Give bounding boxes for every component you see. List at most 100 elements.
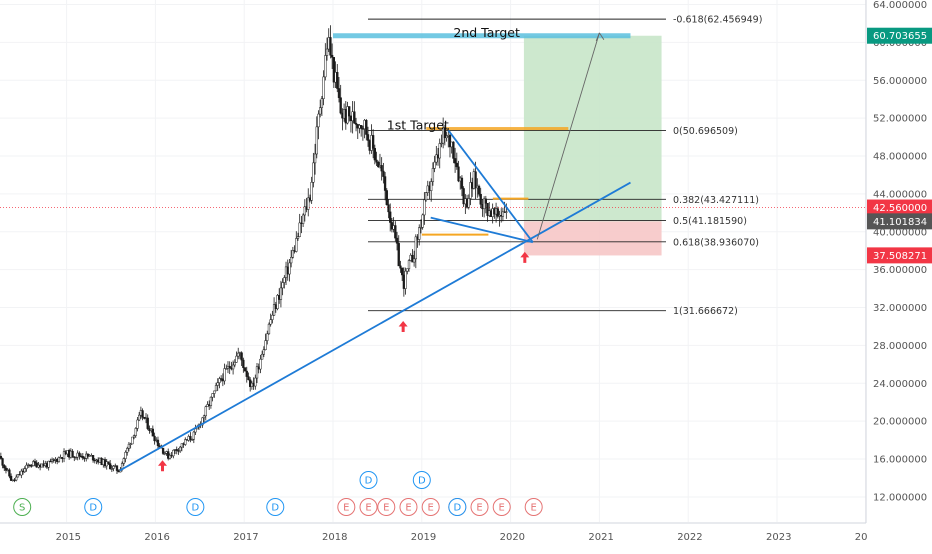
candle-body[interactable] [419, 227, 423, 229]
candle-body[interactable] [8, 469, 11, 477]
candle-body[interactable] [276, 295, 279, 309]
candle-body[interactable] [156, 439, 160, 447]
candle-body[interactable] [262, 349, 265, 355]
candle-body[interactable] [202, 415, 206, 419]
candle-body[interactable] [131, 436, 134, 445]
candle-body[interactable] [317, 113, 320, 128]
candle-body[interactable] [107, 461, 110, 464]
candle-body[interactable] [260, 353, 264, 360]
candle-body[interactable] [57, 457, 61, 462]
candle-body[interactable] [172, 449, 175, 457]
candle-body[interactable] [443, 127, 447, 139]
candle-body[interactable] [209, 396, 213, 406]
candle-body[interactable] [283, 277, 286, 283]
candle-body[interactable] [312, 162, 315, 183]
earnings-marker[interactable]: E [337, 498, 356, 516]
candle-body[interactable] [237, 352, 240, 357]
candle-body[interactable] [78, 452, 81, 457]
candle-body[interactable] [505, 211, 508, 213]
candle-body[interactable] [457, 166, 460, 182]
candle-body[interactable] [122, 458, 125, 464]
candle-body[interactable] [320, 98, 324, 108]
candle-body[interactable] [163, 452, 166, 455]
candle-body[interactable] [421, 214, 424, 228]
candle-body[interactable] [168, 455, 172, 459]
candle-body[interactable] [218, 378, 221, 383]
candle-body[interactable] [279, 287, 283, 300]
candle-body[interactable] [225, 368, 228, 370]
candle-body[interactable] [366, 134, 370, 141]
candle-body[interactable] [433, 161, 436, 169]
candle-body[interactable] [266, 333, 269, 341]
candle-body[interactable] [440, 142, 443, 145]
candle-body[interactable] [383, 176, 387, 191]
trendline-wedge-lower[interactable] [430, 216, 534, 244]
candle-body[interactable] [353, 111, 356, 124]
candle-body[interactable] [124, 452, 127, 459]
candle-body[interactable] [180, 443, 184, 448]
candle-body[interactable] [233, 362, 236, 366]
dividend-marker[interactable]: D [359, 471, 378, 489]
earnings-marker[interactable]: E [421, 498, 440, 516]
candle-body[interactable] [301, 214, 305, 224]
candle-body[interactable] [74, 456, 78, 459]
candle-body[interactable] [404, 270, 407, 289]
candle-body[interactable] [389, 211, 392, 223]
dividend-marker[interactable]: D [84, 498, 103, 516]
candle-body[interactable] [108, 463, 112, 470]
candle-body[interactable] [231, 364, 235, 370]
split-marker[interactable]: S [13, 498, 32, 516]
candle-body[interactable] [423, 199, 426, 216]
candle-body[interactable] [399, 265, 402, 269]
candle-body[interactable] [259, 358, 262, 370]
candle-body[interactable] [192, 431, 195, 440]
candle-body[interactable] [329, 37, 332, 56]
candle-body[interactable] [271, 314, 274, 320]
candle-body[interactable] [161, 447, 165, 454]
candle-body[interactable] [213, 390, 216, 394]
candle-body[interactable] [32, 461, 35, 466]
candle-body[interactable] [482, 198, 486, 210]
candle-body[interactable] [151, 428, 154, 437]
candle-body[interactable] [394, 225, 397, 239]
trendline-long-term-support[interactable] [119, 181, 631, 472]
candle-body[interactable] [112, 465, 115, 469]
candle-body[interactable] [486, 203, 489, 216]
candle-body[interactable] [431, 168, 435, 182]
candle-body[interactable] [339, 97, 342, 114]
candle-body[interactable] [167, 451, 170, 459]
candle-body[interactable] [3, 465, 6, 469]
candle-body[interactable] [189, 436, 192, 440]
candle-body[interactable] [296, 236, 300, 239]
candle-body[interactable] [194, 428, 197, 433]
candle-body[interactable] [496, 208, 499, 217]
candle-body[interactable] [211, 393, 214, 398]
earnings-marker[interactable]: E [492, 498, 511, 516]
candle-body[interactable] [435, 154, 438, 163]
candle-body[interactable] [228, 365, 231, 369]
candle-body[interactable] [204, 406, 207, 417]
candle-body[interactable] [267, 323, 271, 335]
candle-body[interactable] [153, 435, 156, 442]
candle-body[interactable] [175, 449, 178, 451]
candle-body[interactable] [337, 88, 341, 98]
candle-body[interactable] [484, 198, 487, 204]
candle-body[interactable] [110, 468, 114, 470]
candle-body[interactable] [401, 267, 404, 276]
candle-body[interactable] [452, 141, 455, 159]
candle-body[interactable] [235, 355, 238, 363]
candle-body[interactable] [179, 446, 182, 452]
dividend-marker[interactable]: D [186, 498, 205, 516]
candle-body[interactable] [336, 72, 339, 89]
candle-body[interactable] [382, 170, 385, 177]
candle-body[interactable] [380, 165, 383, 172]
candle-body[interactable] [373, 148, 376, 161]
candle-body[interactable] [254, 377, 257, 387]
candle-body[interactable] [414, 236, 417, 260]
projection-arrow[interactable] [536, 32, 600, 240]
candle-body[interactable] [33, 461, 37, 464]
candle-body[interactable] [255, 366, 259, 379]
candle-body[interactable] [16, 474, 20, 478]
candle-body[interactable] [115, 465, 119, 471]
